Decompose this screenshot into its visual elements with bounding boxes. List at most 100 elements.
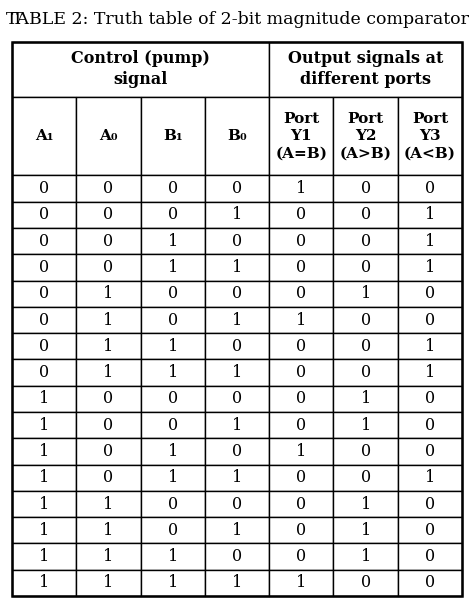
- Text: 1: 1: [103, 495, 113, 513]
- Text: 0: 0: [361, 338, 371, 355]
- Bar: [12, 333, 76, 359]
- Bar: [205, 359, 269, 386]
- Text: 0: 0: [103, 207, 113, 223]
- Bar: [205, 228, 269, 255]
- Text: Control (pump)
signal: Control (pump) signal: [71, 50, 210, 88]
- Bar: [140, 255, 205, 280]
- Bar: [205, 307, 269, 333]
- Text: 1: 1: [361, 391, 371, 407]
- Bar: [398, 491, 462, 517]
- Text: 0: 0: [296, 259, 306, 276]
- Text: 1: 1: [167, 548, 178, 565]
- Bar: [269, 202, 334, 228]
- Bar: [205, 255, 269, 280]
- Bar: [398, 412, 462, 438]
- Text: 1: 1: [167, 338, 178, 355]
- Bar: [334, 359, 398, 386]
- Bar: [140, 491, 205, 517]
- Bar: [12, 465, 76, 491]
- Bar: [269, 543, 334, 570]
- Bar: [76, 359, 140, 386]
- Text: 1: 1: [296, 311, 307, 328]
- Text: 0: 0: [425, 180, 435, 197]
- Bar: [76, 228, 140, 255]
- Bar: [398, 97, 462, 176]
- Text: 1: 1: [39, 391, 49, 407]
- Bar: [334, 438, 398, 465]
- Text: 1: 1: [425, 469, 435, 486]
- Text: 0: 0: [296, 285, 306, 302]
- Text: 1: 1: [103, 522, 113, 539]
- Bar: [205, 465, 269, 491]
- Bar: [205, 517, 269, 543]
- Text: 0: 0: [103, 232, 113, 250]
- Bar: [398, 228, 462, 255]
- Bar: [12, 42, 269, 97]
- Bar: [205, 491, 269, 517]
- Bar: [205, 412, 269, 438]
- Text: 0: 0: [361, 259, 371, 276]
- Text: 0: 0: [232, 391, 242, 407]
- Bar: [269, 228, 334, 255]
- Bar: [269, 491, 334, 517]
- Bar: [12, 97, 76, 176]
- Text: 0: 0: [39, 259, 49, 276]
- Text: B₀: B₀: [227, 129, 247, 143]
- Text: 0: 0: [425, 443, 435, 460]
- Bar: [12, 517, 76, 543]
- Bar: [76, 543, 140, 570]
- Text: 1: 1: [232, 417, 242, 434]
- Bar: [398, 255, 462, 280]
- Bar: [398, 543, 462, 570]
- Bar: [140, 97, 205, 176]
- Bar: [269, 386, 334, 412]
- Text: 0: 0: [168, 417, 178, 434]
- Text: 0: 0: [425, 522, 435, 539]
- Bar: [398, 438, 462, 465]
- Bar: [269, 359, 334, 386]
- Text: 1: 1: [425, 232, 435, 250]
- Bar: [76, 386, 140, 412]
- Bar: [140, 202, 205, 228]
- Bar: [269, 465, 334, 491]
- Text: 0: 0: [103, 417, 113, 434]
- Text: 0: 0: [39, 232, 49, 250]
- Bar: [269, 307, 334, 333]
- Text: 0: 0: [361, 469, 371, 486]
- Text: 0: 0: [39, 338, 49, 355]
- Text: 0: 0: [361, 232, 371, 250]
- Bar: [269, 438, 334, 465]
- Bar: [334, 202, 398, 228]
- Text: 0: 0: [232, 443, 242, 460]
- Text: 0: 0: [361, 364, 371, 381]
- Bar: [205, 386, 269, 412]
- Bar: [140, 438, 205, 465]
- Text: 1: 1: [361, 522, 371, 539]
- Bar: [334, 176, 398, 202]
- Text: 0: 0: [361, 180, 371, 197]
- Bar: [12, 228, 76, 255]
- Text: 1: 1: [425, 207, 435, 223]
- Text: 1: 1: [167, 574, 178, 591]
- Text: 0: 0: [361, 311, 371, 328]
- Bar: [205, 543, 269, 570]
- Text: 0: 0: [296, 364, 306, 381]
- Bar: [334, 386, 398, 412]
- Text: 1: 1: [103, 364, 113, 381]
- Bar: [269, 42, 462, 97]
- Text: 0: 0: [296, 232, 306, 250]
- Bar: [12, 255, 76, 280]
- Text: 1: 1: [39, 417, 49, 434]
- Bar: [12, 359, 76, 386]
- Bar: [12, 386, 76, 412]
- Text: 1: 1: [296, 574, 307, 591]
- Text: 0: 0: [103, 443, 113, 460]
- Bar: [269, 333, 334, 359]
- Text: 1: 1: [167, 259, 178, 276]
- Text: 1: 1: [39, 469, 49, 486]
- Bar: [398, 202, 462, 228]
- Text: 0: 0: [168, 180, 178, 197]
- Bar: [140, 280, 205, 307]
- Text: 1: 1: [167, 232, 178, 250]
- Bar: [140, 570, 205, 596]
